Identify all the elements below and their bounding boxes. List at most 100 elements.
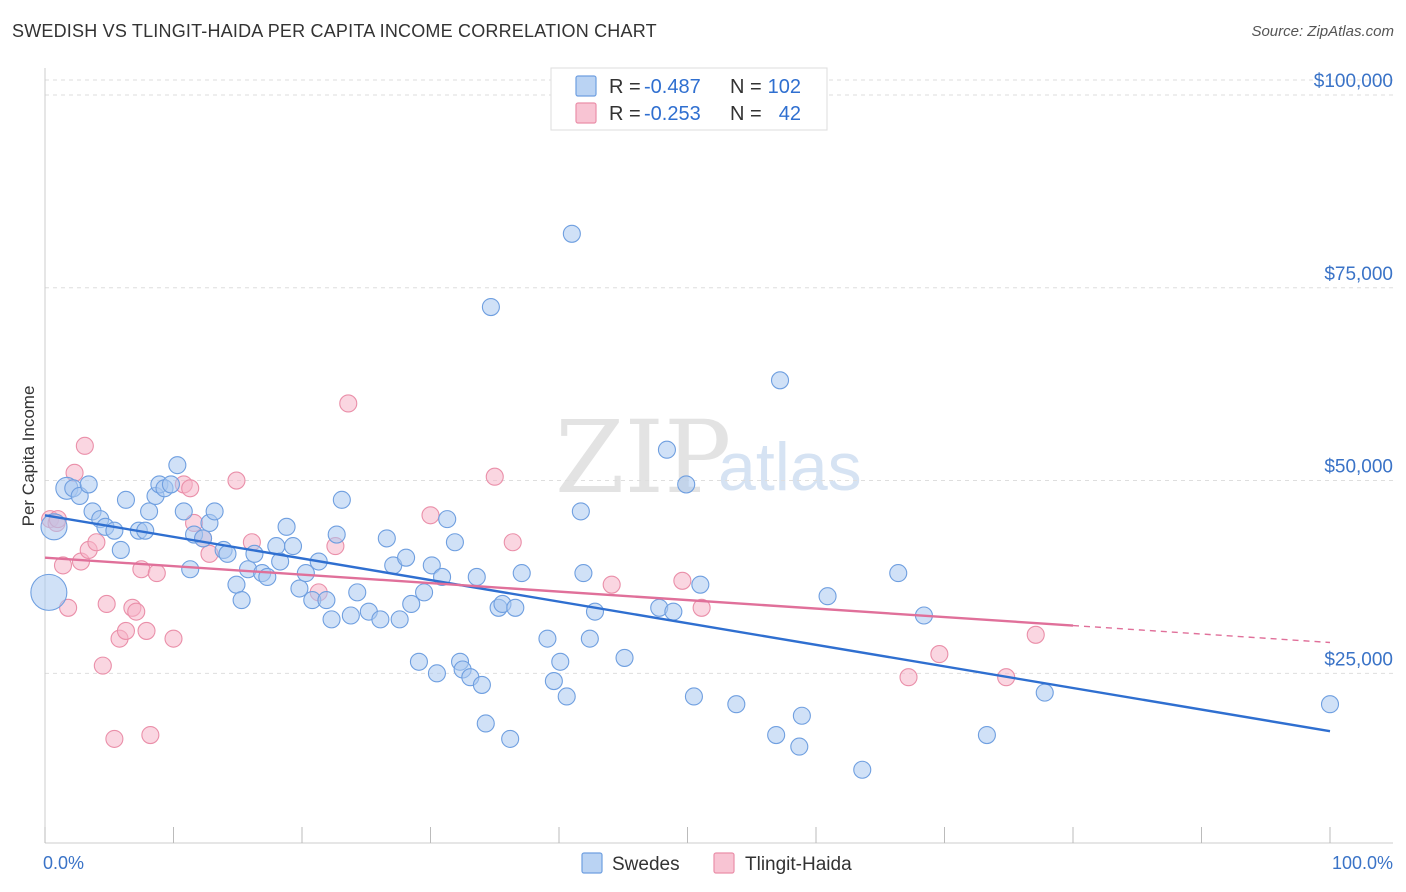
series-legend-swatch-swedes <box>581 852 603 874</box>
tlingit-haida-point-38 <box>930 645 949 664</box>
legend-r-label-swedes: R = <box>609 76 641 98</box>
swedes-point-35 <box>271 552 290 571</box>
swedes-point-52 <box>390 610 409 629</box>
tlingit-haida-point-20 <box>164 629 183 648</box>
swedes-point-95 <box>818 587 837 606</box>
swedes-point-37 <box>283 537 303 556</box>
series-legend-label-tlingit-haida: Tlingit-Haida <box>745 854 852 875</box>
swedes-point-55 <box>415 583 434 602</box>
swedes-point-79 <box>571 502 590 521</box>
swedes-point-20 <box>174 502 193 521</box>
swedes-point-1 <box>40 513 68 541</box>
swedes-point-88 <box>684 687 703 706</box>
gridlines <box>45 79 1393 674</box>
swedes-point-50 <box>377 529 396 548</box>
swedes-point-42 <box>317 591 336 610</box>
swedes-point-56 <box>409 652 428 671</box>
tlingit-haida-point-37 <box>899 668 918 687</box>
swedes-point-89 <box>691 575 710 594</box>
swedes-point-77 <box>557 687 576 706</box>
swedes-point-78 <box>562 224 581 243</box>
y-tick-label-1: $50,000 <box>1324 457 1393 478</box>
trend-lines <box>44 514 1331 733</box>
swedes-point-58 <box>427 664 446 683</box>
legend-n-value-swedes: 102 <box>768 76 801 98</box>
swedes-point-28 <box>227 575 246 594</box>
swedes-point-86 <box>664 602 683 621</box>
source-note: Source: ZipAtlas.com <box>1251 23 1394 40</box>
swedes-point-54 <box>402 594 421 613</box>
swedes-point-23 <box>194 529 213 548</box>
swedes-point-90 <box>727 695 746 714</box>
tlingit-haida-point-30 <box>339 394 358 413</box>
swedes-point-10 <box>111 540 130 560</box>
tlingit-haida-point-3 <box>59 598 78 617</box>
swedes-point-80 <box>574 564 593 583</box>
tlingit-haida-point-19 <box>147 564 166 583</box>
tlingit-haida-point-2 <box>53 556 73 575</box>
swedes-point-91 <box>767 725 786 745</box>
tlingit-haida-point-15 <box>127 602 146 621</box>
swedes-point-19 <box>168 456 187 475</box>
swedes-point-21 <box>181 560 200 579</box>
swedes-point-14 <box>140 502 159 521</box>
watermark-zip: ZIP <box>555 399 731 516</box>
swedes-point-61 <box>445 533 464 552</box>
tlingit-haida-point-22 <box>181 479 200 498</box>
swedes-point-36 <box>277 517 296 536</box>
swedes-point-99 <box>977 725 996 745</box>
swedes-point-5 <box>79 475 98 494</box>
tlingit-haida-point-34 <box>602 575 621 594</box>
swedes-point-60 <box>438 510 457 529</box>
stats-legend: R = -0.487 N = 102 R = -0.253 N = 42 <box>550 67 828 131</box>
tlingit-haida-point-32 <box>485 467 504 486</box>
tlingit-haida-point-11 <box>105 729 124 748</box>
swedes-point-72 <box>506 598 525 617</box>
swedes-point-47 <box>348 583 367 602</box>
swedes-point-44 <box>327 525 346 544</box>
swedes-point-73 <box>512 564 531 583</box>
tlingit-haida-point-36 <box>692 598 711 617</box>
tlingit-haida-point-31 <box>421 506 440 525</box>
chart-title: SWEDISH VS TLINGIT-HAIDA PER CAPITA INCO… <box>12 21 657 41</box>
swedes-point-66 <box>472 675 491 694</box>
swedes-point-25 <box>205 502 224 521</box>
swedes-point-0 <box>30 573 68 611</box>
y-tick-labels: $25,000 $50,000 $75,000 $100,000 <box>1314 71 1393 670</box>
swedes-point-68 <box>481 298 500 317</box>
swedes-point-67 <box>476 714 495 733</box>
swedes-point-29 <box>232 591 251 610</box>
y-tick-label-0: $25,000 <box>1324 649 1393 670</box>
series-legend: Swedes Tlingit-Haida <box>581 852 852 875</box>
legend-swatch-tlingit-haida <box>575 102 597 124</box>
legend-n-label-tlingit-haida: N = <box>730 103 762 125</box>
swedes-point-53 <box>397 548 416 567</box>
tlingit-haida-point-33 <box>503 533 522 552</box>
x-tick-label-max: 100.0% <box>1332 853 1393 873</box>
swedes-point-96 <box>853 760 872 779</box>
tlingit-haida-point-9 <box>93 656 112 675</box>
swedes-point-46 <box>341 606 360 625</box>
swedes-point-93 <box>790 737 809 756</box>
y-tick-label-2: $75,000 <box>1324 264 1393 285</box>
swedes-point-57 <box>422 556 441 575</box>
legend-n-value-tlingit-haida: 42 <box>779 103 801 125</box>
tlingit-haida-point-13 <box>116 621 136 640</box>
tlingit-haida-point-26 <box>227 471 246 490</box>
watermark-atlas: atlas <box>718 429 862 505</box>
swedes-point-65 <box>467 567 486 587</box>
y-axis-label: Per Capita Income <box>19 386 38 527</box>
swedes-point-85 <box>657 440 676 459</box>
swedes-point-74 <box>538 629 557 648</box>
tlingit-haida-trend-extension <box>1072 624 1331 644</box>
legend-swatch-swedes <box>575 75 597 97</box>
swedes-point-39 <box>296 564 315 583</box>
swedes-trend-line <box>44 514 1331 733</box>
x-tick-label-min: 0.0% <box>43 853 84 873</box>
tlingit-haida-point-10 <box>97 594 116 613</box>
series-legend-swatch-tlingit-haida <box>713 852 735 874</box>
swedes-point-43 <box>322 610 341 629</box>
swedes-point-31 <box>245 544 264 563</box>
tlingit-haida-point-35 <box>673 571 692 590</box>
legend-r-value-swedes: -0.487 <box>644 76 701 98</box>
